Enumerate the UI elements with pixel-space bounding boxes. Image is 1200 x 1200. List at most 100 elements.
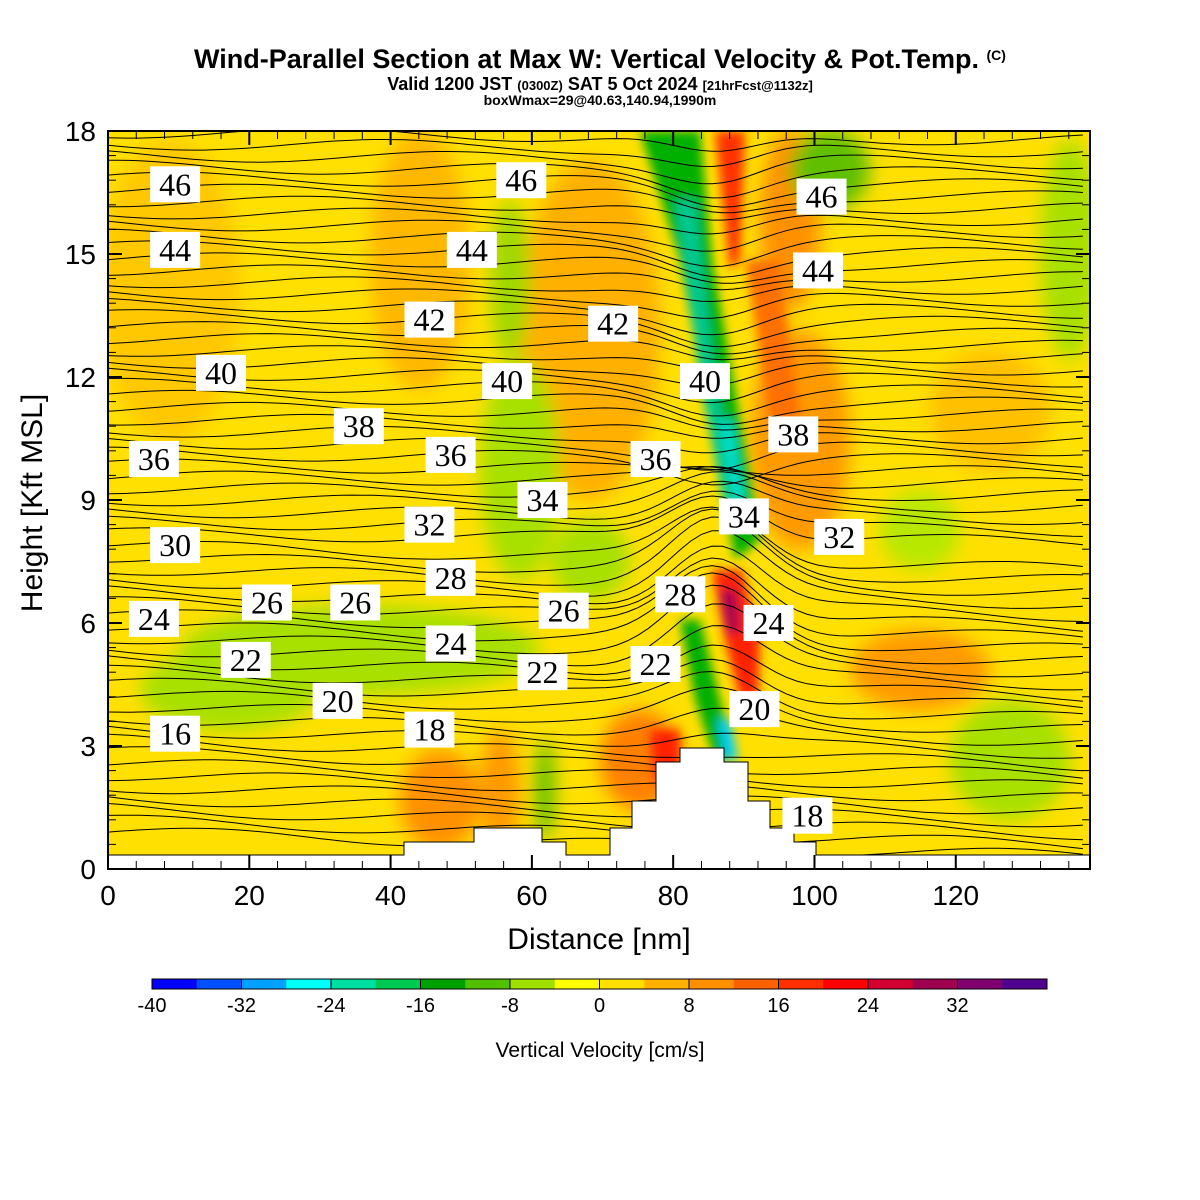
x-tick-label: 60 xyxy=(516,880,547,911)
y-axis-tick-labels: 0 3 6 9 12 15 18 xyxy=(65,116,96,885)
contour-label-text: 40 xyxy=(689,363,721,399)
x-tick-label: 80 xyxy=(658,880,689,911)
y-tick-label: 15 xyxy=(65,239,96,270)
theta-contour-line xyxy=(108,264,1083,291)
contour-label-text: 40 xyxy=(205,355,237,391)
contour-label-box xyxy=(404,506,455,543)
theta-contour-line xyxy=(108,446,1083,486)
contour-label-box xyxy=(446,231,497,268)
chart-subtitle-box-info: boxWmax=29@40.63,140.94,1990m xyxy=(483,92,717,108)
contour-label-text: 18 xyxy=(791,798,823,834)
contour-label: 28 xyxy=(425,559,476,596)
theta-contour-line xyxy=(108,746,1083,779)
theta-contour-line xyxy=(108,437,1083,471)
contour-label-box xyxy=(330,584,381,621)
colorbar-swatch xyxy=(331,979,377,989)
theta-contour-line xyxy=(108,276,1083,303)
theta-contour-line xyxy=(108,288,1083,319)
theta-contour-line xyxy=(108,425,1083,454)
theta-contour-line xyxy=(108,228,1083,268)
theta-contour-line xyxy=(108,357,1083,386)
contour-label: 22 xyxy=(630,646,681,682)
colorbar-swatch xyxy=(420,979,466,989)
colorbar-swatch xyxy=(152,979,198,989)
colorbar-swatch xyxy=(599,979,645,989)
contour-label-box xyxy=(630,646,681,682)
y-tick-label: 18 xyxy=(65,116,96,147)
terrain xyxy=(107,747,1091,870)
theta-contour-line xyxy=(108,733,1083,772)
theta-contour-line xyxy=(108,506,1083,569)
x-tick-label: 20 xyxy=(234,880,265,911)
theta-contour-line xyxy=(108,508,1083,583)
theta-contour-line xyxy=(108,796,1083,828)
contour-label-text: 46 xyxy=(806,179,838,215)
colorbar-swatch xyxy=(868,979,914,989)
theta-contour-line xyxy=(108,670,1083,720)
contour-label-box xyxy=(333,408,384,445)
contour-label-box xyxy=(496,162,547,199)
colorbar-swatch xyxy=(465,979,511,989)
theta-contour-line xyxy=(108,139,1083,168)
colorbar-tick-label: 32 xyxy=(946,995,968,1017)
theta-contour-line xyxy=(108,725,1083,759)
theta-contour-line xyxy=(108,584,1083,665)
contour-label-text: 26 xyxy=(339,585,371,621)
contour-label: 26 xyxy=(330,584,381,621)
contour-label: 38 xyxy=(768,416,819,453)
contour-label: 46 xyxy=(796,178,847,215)
contour-label-box xyxy=(729,691,780,728)
y-axis-title: Height [Kft MSL] xyxy=(16,394,49,612)
contour-label-box xyxy=(150,715,201,752)
contour-label: 34 xyxy=(517,482,568,518)
theta-contour-line xyxy=(108,183,1083,214)
contour-label-box xyxy=(588,305,639,342)
contour-label-text: 32 xyxy=(413,507,445,543)
contour-label: 44 xyxy=(150,231,201,268)
theta-contour-line xyxy=(108,686,1083,733)
theta-contour-line xyxy=(108,413,1083,439)
contour-label-box xyxy=(128,600,179,637)
contour-label-text: 22 xyxy=(230,642,262,678)
colorbar-swatch xyxy=(778,979,824,989)
colorbar-swatch xyxy=(196,979,242,989)
theta-contour-line xyxy=(108,803,1083,841)
contour-label-text: 22 xyxy=(526,654,558,690)
x-tick-label: 120 xyxy=(932,880,979,911)
colorbar-swatch xyxy=(957,979,1003,989)
theta-contour-line xyxy=(108,471,1083,514)
contour-label-box xyxy=(312,682,363,719)
contour-label-text: 44 xyxy=(802,252,834,288)
colorbar-title: Vertical Velocity [cm/s] xyxy=(496,1039,705,1062)
contour-label-box xyxy=(743,605,794,641)
contour-label: 26 xyxy=(538,592,589,629)
colorbar-swatch xyxy=(241,979,287,989)
theta-contour-line xyxy=(108,159,1083,199)
contour-label-text: 32 xyxy=(823,519,855,555)
theta-contour-line xyxy=(108,150,1083,185)
contour-label-box xyxy=(679,363,730,400)
colorbar-swatch xyxy=(554,979,600,989)
contour-label: 40 xyxy=(482,363,533,400)
theta-contour-line xyxy=(108,465,1083,489)
contour-label: 36 xyxy=(630,441,681,477)
theta-contour-line xyxy=(108,401,1083,431)
theta-contour-line xyxy=(108,389,1083,425)
theta-contour-line xyxy=(108,240,1083,278)
contour-label: 18 xyxy=(782,797,833,834)
y-tick-label: 6 xyxy=(80,608,96,639)
contour-label-text: 24 xyxy=(138,601,170,637)
contour-label-box xyxy=(482,363,533,400)
theta-contour-line xyxy=(108,759,1083,788)
contour-label-box xyxy=(630,441,681,477)
contour-label-text: 38 xyxy=(777,416,809,452)
chart-title: Wind-Parallel Section at Max W: Vertical… xyxy=(194,44,1006,74)
contour-label: 40 xyxy=(679,363,730,400)
contour-label-text: 26 xyxy=(548,593,580,629)
contour-label-text: 44 xyxy=(159,232,191,268)
contour-label-box xyxy=(150,166,201,203)
x-axis-tick-labels: 0 20 40 60 80 100 120 xyxy=(100,880,979,911)
contour-label: 24 xyxy=(425,625,476,662)
contour-label-box xyxy=(425,559,476,596)
theta-contour-line xyxy=(108,495,1083,546)
